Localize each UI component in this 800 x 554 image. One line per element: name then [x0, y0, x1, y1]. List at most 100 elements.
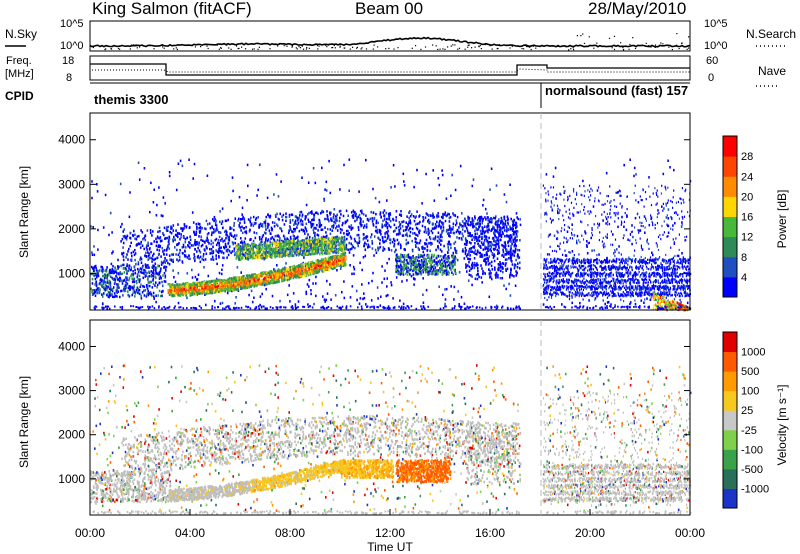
- power-pixel: [649, 275, 651, 278]
- power-pixel: [479, 251, 481, 255]
- power-pixel: [148, 266, 150, 269]
- power-pixel: [678, 303, 680, 306]
- nsearch-point: [343, 47, 345, 49]
- power-pixel: [195, 241, 197, 244]
- power-pixel: [168, 239, 170, 242]
- power-pixel: [112, 250, 114, 253]
- power-pixel: [159, 230, 161, 233]
- power-pixel: [229, 226, 231, 229]
- power-pixel: [450, 231, 452, 234]
- power-pixel: [484, 207, 487, 211]
- power-pixel: [151, 266, 153, 269]
- power-pixel: [210, 248, 213, 251]
- power-pixel: [174, 286, 177, 290]
- power-pixel: [276, 264, 278, 267]
- power-pixel: [273, 254, 276, 258]
- power-pixel: [326, 215, 329, 218]
- power-pixel: [293, 248, 295, 251]
- power-pixel: [490, 167, 493, 170]
- power-pixel: [295, 242, 297, 246]
- nsearch-point: [496, 48, 498, 50]
- power-pixel: [413, 283, 415, 286]
- power-pixel: [444, 288, 446, 291]
- power-pixel: [496, 225, 499, 229]
- power-pixel: [350, 211, 353, 214]
- power-pixel: [315, 240, 318, 243]
- nsearch-point: [228, 47, 230, 49]
- power-pixel: [335, 239, 338, 243]
- power-pixel: [384, 269, 386, 272]
- power-pixel: [198, 223, 201, 226]
- power-pixel: [339, 227, 342, 231]
- power-pixel: [187, 244, 189, 247]
- power-pixel: [505, 200, 508, 204]
- power-pixel: [259, 250, 262, 253]
- nsearch-point: [645, 42, 647, 44]
- power-pixel: [181, 164, 184, 168]
- nsearch-point: [388, 47, 390, 50]
- power-pixel: [275, 215, 277, 218]
- power-pixel: [331, 236, 333, 240]
- power-pixel: [288, 243, 291, 246]
- power-pixel: [153, 264, 155, 268]
- power-pixel: [164, 259, 166, 263]
- power-pixel: [128, 264, 131, 267]
- power-pixel: [265, 287, 267, 291]
- power-pixel: [268, 229, 271, 232]
- power-pixel: [158, 277, 161, 280]
- power-pixel: [121, 252, 124, 256]
- power-pixel: [566, 230, 569, 233]
- power-pixel: [165, 227, 168, 231]
- power-pixel: [305, 244, 307, 248]
- nsearch-point: [238, 47, 240, 50]
- power-pixel: [440, 225, 443, 229]
- power-pixel: [178, 232, 181, 235]
- nsearch-point: [414, 45, 417, 47]
- nsearch-point: [318, 45, 320, 47]
- power-pixel: [681, 221, 683, 224]
- power-pixel: [97, 274, 100, 278]
- power-pixel: [249, 228, 251, 232]
- power-pixel: [377, 248, 379, 252]
- power-pixel: [337, 243, 339, 247]
- power-pixel: [143, 272, 146, 276]
- power-pixel: [115, 294, 117, 298]
- power-pixel: [204, 293, 206, 296]
- power-pixel: [306, 266, 308, 269]
- nsearch-point: [447, 46, 449, 48]
- power-pixel: [453, 231, 456, 235]
- power-pixel: [120, 289, 122, 293]
- power-pixel: [175, 291, 177, 295]
- power-pixel: [326, 217, 328, 221]
- power-pixel: [157, 245, 160, 248]
- nsearch-point: [662, 43, 664, 45]
- power-pixel: [289, 254, 292, 257]
- power-pixel: [333, 220, 335, 224]
- power-pixel: [302, 254, 304, 257]
- power-pixel: [482, 198, 485, 202]
- power-pixel: [474, 261, 476, 265]
- power-pixel: [136, 235, 139, 238]
- power-pixel: [196, 278, 199, 281]
- power-pixel: [256, 245, 258, 249]
- power-pixel: [362, 213, 365, 216]
- power-pixel: [433, 227, 435, 230]
- power-pixel: [304, 252, 306, 255]
- power-pixel: [436, 239, 439, 243]
- power-pixel: [225, 236, 227, 240]
- power-pixel: [122, 246, 124, 249]
- power-pixel: [270, 255, 273, 258]
- power-pixel: [156, 248, 158, 251]
- power-pixel: [135, 244, 138, 247]
- power-pixel: [475, 222, 477, 226]
- power-pixel: [313, 218, 315, 222]
- power-pixel: [320, 224, 323, 227]
- power-pixel: [460, 223, 463, 227]
- power-pixel: [286, 247, 288, 250]
- power-pixel: [99, 288, 101, 291]
- power-pixel: [184, 246, 187, 249]
- power-pixel: [142, 284, 144, 288]
- nsearch-point: [557, 45, 559, 47]
- power-pixel: [381, 225, 384, 228]
- power-pixel: [180, 233, 182, 236]
